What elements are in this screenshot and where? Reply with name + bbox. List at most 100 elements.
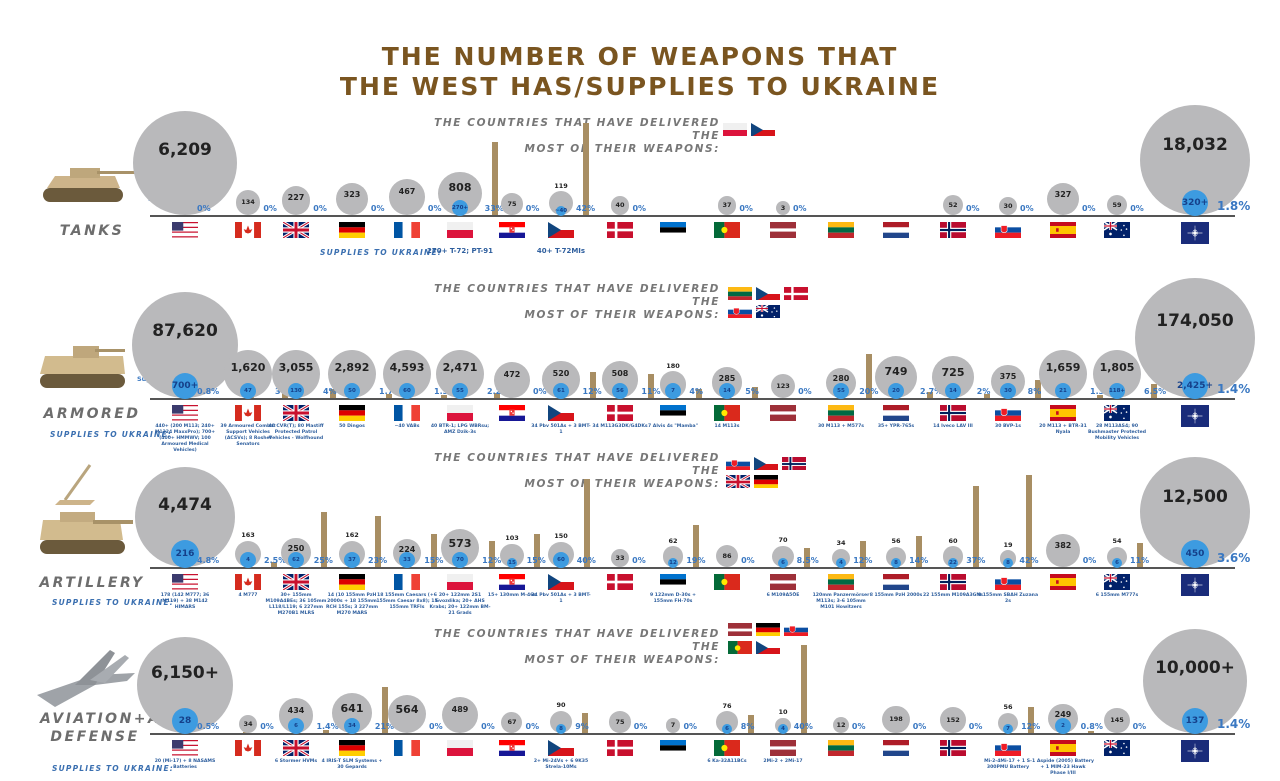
supplied-bubble (452, 383, 468, 399)
flag-lithuania-icon (728, 286, 752, 300)
percent-bar (582, 713, 589, 733)
fighter-jet-icon (35, 645, 135, 707)
flag-denmark-icon (607, 740, 633, 756)
percent-bar (696, 389, 703, 398)
percent-bar (494, 393, 500, 398)
flag-netherlands-icon (883, 574, 909, 590)
percent-bar (1034, 380, 1041, 398)
stock-value: 145 (1110, 716, 1124, 725)
percent-label: 2% (976, 387, 991, 396)
percent-label: 4% (689, 387, 703, 396)
percent-bar (1097, 395, 1103, 398)
flag-uk-icon (283, 405, 309, 421)
flag-latvia-icon (770, 405, 796, 421)
percent-label: 0% (313, 204, 327, 213)
stock-value: 2,892 (334, 360, 370, 374)
flag-uk-icon (283, 574, 309, 590)
percent-label: 21% (374, 722, 395, 731)
stock-value: 30 (1003, 201, 1013, 210)
flag-norway-icon (782, 456, 806, 470)
flag-netherlands-icon (883, 740, 909, 756)
percent-label: 0% (798, 387, 812, 396)
percent-label: 42% (1019, 556, 1039, 565)
stock-value: 162 (345, 531, 359, 540)
flag-spain-icon (1050, 740, 1076, 756)
stock-value: 808 (448, 181, 472, 195)
percent-bar (693, 525, 700, 567)
supplied-value: 60 (557, 557, 565, 563)
flag-france-icon (394, 405, 420, 421)
flag-germany-icon (756, 622, 780, 636)
supplied-bubble (945, 383, 961, 399)
percent-bar (1137, 542, 1144, 567)
flag-denmark-icon (607, 405, 633, 421)
artillery-icon (35, 460, 135, 554)
flag-latvia-icon (770, 740, 796, 756)
percent-bar (441, 395, 447, 398)
stock-bubble (1047, 183, 1079, 215)
percent-bar (381, 686, 388, 733)
flag-usa-icon (172, 740, 198, 756)
supplied-value: 320+ (1181, 198, 1209, 208)
supplied-value: 4 (839, 560, 843, 566)
supplied-bubble (668, 558, 678, 568)
stock-value: 1,659 (1045, 360, 1081, 374)
flag-australia-icon (1104, 574, 1130, 590)
title-line-1: THE NUMBER OF WEAPONS THAT (381, 42, 899, 71)
percent-bar (973, 485, 980, 567)
flag-uk-icon (726, 474, 750, 488)
flag-portugal-icon (714, 574, 740, 590)
stock-bubble (716, 711, 738, 733)
stock-bubble (281, 186, 311, 215)
stock-value: 34 (836, 539, 846, 548)
supplied-value: 34 (348, 723, 356, 729)
stock-value: 434 (287, 705, 305, 715)
stock-value: 749 (884, 365, 908, 379)
flag-slovakia-icon (726, 456, 750, 470)
percent-label: 0% (741, 556, 755, 565)
supplied-value: 450 (1185, 549, 1205, 559)
supplied-bubble (833, 383, 849, 399)
stock-value: 7 (670, 721, 676, 730)
percent-label: 8.5% (796, 556, 819, 565)
flag-estonia-icon (660, 405, 686, 421)
supplies-note: 30 M113 + M577s (817, 424, 865, 429)
stock-bubble (1106, 194, 1128, 215)
supplied-bubble (778, 724, 788, 734)
stock-value: 10,000+ (1155, 657, 1235, 678)
stock-value: 10 (778, 708, 788, 717)
supplied-bubble (288, 552, 304, 568)
flag-czech-republic-icon (548, 574, 574, 590)
percent-label: 0% (633, 722, 648, 731)
percent-label: 0% (632, 204, 647, 213)
stock-value: 2,471 (442, 360, 478, 374)
stock-value: 564 (395, 703, 419, 717)
most-delivered-line-2: MOST OF THEIR WEAPONS: (524, 478, 720, 490)
stock-value: 90 (556, 701, 566, 710)
supplied-value: 118+ (1108, 388, 1126, 394)
supplies-note: 20 M113 + BTR-31 Nyala (1039, 424, 1087, 435)
percent-label: 11% (1130, 556, 1150, 565)
percent-bar (1151, 383, 1157, 398)
supplied-bubble (344, 552, 360, 568)
stock-value: 67 (507, 718, 517, 727)
supplied-bubble (1112, 558, 1122, 568)
stock-value: 123 (776, 381, 790, 390)
supplied-value: 55 (456, 388, 464, 394)
supplies-note: 4 IRIS-T SLM Systems + 30 Gepards (321, 759, 383, 770)
flag-netherlands-icon (883, 405, 909, 421)
supplied-value: 2 (1061, 723, 1065, 729)
flag-canada-icon (235, 574, 261, 590)
stock-value: 180 (666, 361, 680, 370)
flag-spain-icon (1050, 574, 1076, 590)
stock-bubble (776, 201, 790, 215)
supplied-value: 50 (348, 388, 356, 394)
percent-label: 0% (1132, 722, 1147, 731)
flag-poland-icon (447, 574, 473, 590)
most-delivered-flags (723, 122, 813, 136)
stock-bubble (715, 544, 739, 567)
percent-label: 3.6% (1217, 551, 1251, 565)
percent-bar (491, 142, 498, 215)
